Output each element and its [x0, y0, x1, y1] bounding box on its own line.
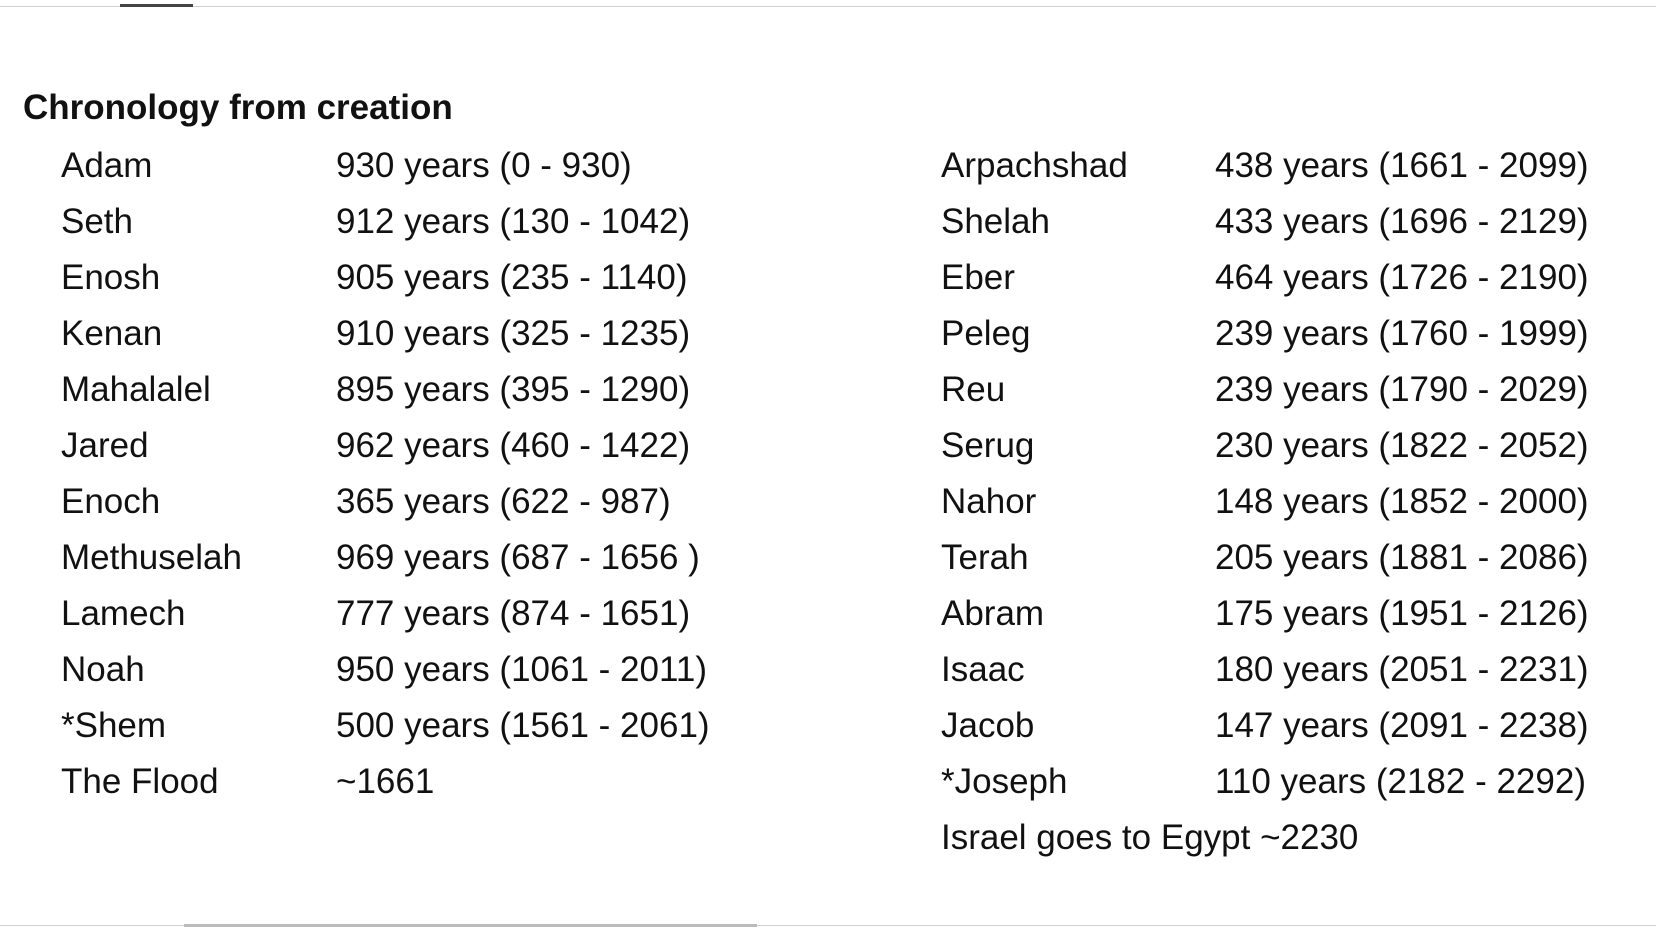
person-name: Peleg	[941, 314, 1031, 353]
lifespan: ~1661	[336, 762, 435, 801]
lifespan: 895 years (395 - 1290)	[336, 370, 691, 409]
lifespan: 930 years (0 - 930)	[336, 146, 632, 185]
top-rule	[0, 6, 1656, 7]
lifespan: 205 years (1881 - 2086)	[1215, 538, 1589, 577]
lifespan: 230 years (1822 - 2052)	[1215, 426, 1589, 465]
lifespan: 239 years (1760 - 1999)	[1215, 314, 1589, 353]
lifespan: 433 years (1696 - 2129)	[1215, 202, 1589, 241]
lifespan: 110 years (2182 - 2292)	[1215, 762, 1586, 801]
lifespan: 147 years (2091 - 2238)	[1215, 706, 1589, 745]
person-name: *Joseph	[941, 762, 1068, 801]
lifespan: 239 years (1790 - 2029)	[1215, 370, 1589, 409]
lifespan: 464 years (1726 - 2190)	[1215, 258, 1589, 297]
person-name: Noah	[61, 650, 145, 689]
person-name: Reu	[941, 370, 1006, 409]
person-name: Kenan	[61, 314, 163, 353]
person-name: Isaac	[941, 650, 1025, 689]
lifespan: 969 years (687 - 1656 )	[336, 538, 700, 577]
tab-indicator	[120, 4, 193, 7]
lifespan: 910 years (325 - 1235)	[336, 314, 691, 353]
person-name: Methuselah	[61, 538, 242, 577]
lifespan: 962 years (460 - 1422)	[336, 426, 691, 465]
person-name: Jacob	[941, 706, 1035, 745]
person-name: Eber	[941, 258, 1015, 297]
person-name: Seth	[61, 202, 133, 241]
lifespan: 175 years (1951 - 2126)	[1215, 594, 1589, 633]
person-name: Mahalalel	[61, 370, 211, 409]
scrollbar	[184, 924, 757, 927]
lifespan: 905 years (235 - 1140)	[336, 258, 688, 297]
lifespan: 950 years (1061 - 2011)	[336, 650, 707, 689]
person-name: Serug	[941, 426, 1035, 465]
lifespan: 438 years (1661 - 2099)	[1215, 146, 1589, 185]
person-name: Terah	[941, 538, 1029, 577]
person-name: Adam	[61, 146, 153, 185]
person-name: The Flood	[61, 762, 219, 801]
title: Chronology from creation	[23, 88, 453, 127]
person-name: Abram	[941, 594, 1045, 633]
person-name: Jared	[61, 426, 149, 465]
lifespan: 148 years (1852 - 2000)	[1215, 482, 1589, 521]
person-name: Shelah	[941, 202, 1050, 241]
person-name: Enoch	[61, 482, 161, 521]
person-name: *Shem	[61, 706, 167, 745]
person-name: Nahor	[941, 482, 1037, 521]
person-name: Lamech	[61, 594, 186, 633]
bottom-rule	[0, 925, 1656, 926]
note: Israel goes to Egypt ~2230	[941, 818, 1359, 857]
person-name: Enosh	[61, 258, 161, 297]
lifespan: 912 years (130 - 1042)	[336, 202, 691, 241]
lifespan: 365 years (622 - 987)	[336, 482, 671, 521]
person-name: Arpachshad	[941, 146, 1128, 185]
lifespan: 500 years (1561 - 2061)	[336, 706, 710, 745]
lifespan: 180 years (2051 - 2231)	[1215, 650, 1589, 689]
lifespan: 777 years (874 - 1651)	[336, 594, 691, 633]
